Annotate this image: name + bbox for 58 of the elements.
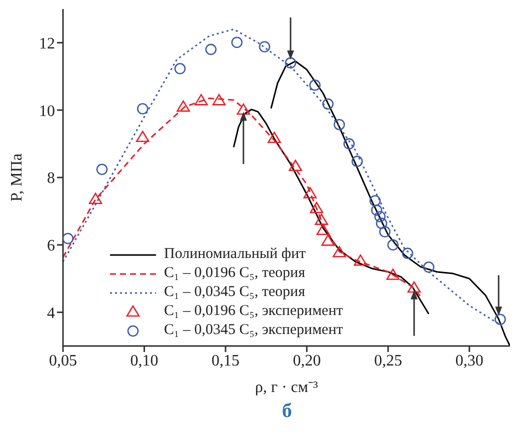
y-tick-label: 12 bbox=[39, 35, 55, 52]
point bbox=[309, 80, 321, 91]
point bbox=[371, 204, 382, 216]
point bbox=[387, 239, 399, 251]
point bbox=[322, 98, 334, 110]
y-axis-title: P, МПа bbox=[8, 153, 26, 202]
point bbox=[288, 160, 302, 172]
point bbox=[268, 132, 281, 144]
point bbox=[194, 94, 208, 106]
point bbox=[374, 210, 386, 222]
point bbox=[321, 234, 335, 246]
point bbox=[494, 314, 506, 326]
point bbox=[236, 103, 250, 115]
x-axis-title: ρ, г · см⁻³ bbox=[255, 379, 318, 396]
x-tick-label: 0,20 bbox=[292, 352, 321, 370]
point bbox=[379, 226, 390, 238]
point bbox=[376, 218, 388, 229]
point bbox=[174, 63, 186, 74]
point bbox=[176, 100, 190, 112]
x-tick-label: 0,15 bbox=[212, 352, 240, 370]
legend-label: C₁ – 0,0345 C₅, теория bbox=[164, 283, 306, 302]
point bbox=[407, 281, 421, 293]
point bbox=[423, 261, 434, 273]
y-tick-label: 10 bbox=[39, 102, 55, 120]
point bbox=[88, 192, 102, 204]
point bbox=[352, 156, 363, 167]
point bbox=[343, 138, 355, 150]
point bbox=[303, 187, 317, 198]
x-tick-label: 0,30 bbox=[455, 352, 484, 370]
legend-label: C₁ – 0,0196 C₅, эксперимент bbox=[164, 302, 343, 321]
point bbox=[136, 103, 148, 114]
x-tick-label: 0,25 bbox=[374, 352, 402, 370]
x-tick-label: 0,05 bbox=[49, 352, 77, 370]
point bbox=[386, 268, 400, 280]
point bbox=[212, 94, 226, 106]
point bbox=[332, 246, 346, 258]
point bbox=[334, 118, 345, 130]
point bbox=[314, 214, 328, 225]
y-tick-label: 8 bbox=[47, 170, 55, 188]
point bbox=[316, 224, 330, 236]
y-tick-label: 4 bbox=[47, 304, 55, 322]
legend-label: C₁ – 0,0345 C₅, эксперимент bbox=[164, 321, 343, 340]
legend-label: Полиномиальный фит bbox=[164, 245, 306, 264]
x-tick-label: 0,10 bbox=[130, 352, 158, 370]
point bbox=[63, 232, 74, 244]
point bbox=[136, 130, 150, 142]
point bbox=[369, 195, 381, 206]
point bbox=[402, 248, 414, 259]
point bbox=[205, 44, 217, 56]
legend-label: C₁ – 0,0196 C₅, теория bbox=[164, 264, 306, 283]
point bbox=[96, 164, 108, 176]
point bbox=[258, 41, 270, 52]
y-tick-label: 6 bbox=[47, 238, 55, 255]
text: б bbox=[281, 400, 293, 423]
point bbox=[231, 36, 243, 48]
point bbox=[310, 202, 324, 214]
point bbox=[354, 254, 368, 266]
point bbox=[284, 57, 296, 69]
